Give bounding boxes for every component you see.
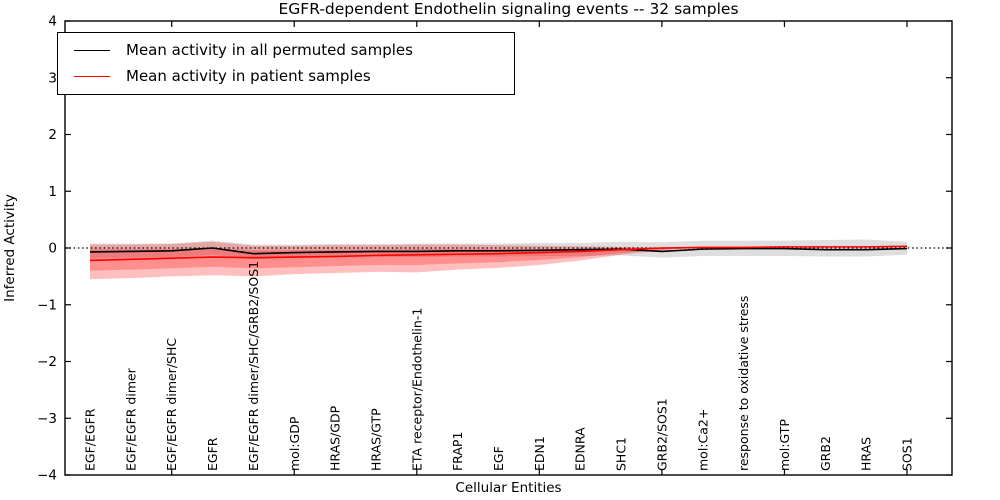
legend: Mean activity in all permuted samples Me…	[57, 32, 515, 95]
x-category-label: HRAS/GDP	[328, 405, 343, 471]
y-axis-label: Inferred Activity	[2, 194, 18, 302]
x-category-label: EGF/EGFR dimer/SHC/GRB2/SOS1	[246, 261, 261, 471]
y-tick-label: 3	[48, 70, 57, 86]
x-category-label: mol:Ca2+	[695, 409, 710, 471]
x-category-label: response to oxidative stress	[736, 296, 751, 471]
legend-entry-patient: Mean activity in patient samples	[74, 66, 514, 85]
x-category-label: GRB2/SOS1	[654, 398, 669, 471]
x-category-label: ETA receptor/Endothelin-1	[409, 308, 424, 471]
y-tick-label: 4	[48, 14, 57, 30]
band-permuted-samples-spread	[90, 239, 907, 260]
x-axis-label: Cellular Entities	[455, 480, 562, 496]
x-category-label: EDNRA	[573, 427, 588, 471]
x-category-label: EGF	[491, 446, 506, 471]
x-category-label: FRAP1	[450, 432, 465, 471]
x-category-label: GRB2	[818, 436, 833, 471]
x-category-label: SHC1	[614, 437, 629, 471]
x-category-label: HRAS/GTP	[368, 408, 383, 471]
legend-entry-permuted: Mean activity in all permuted samples	[74, 43, 514, 58]
y-tick-label: 1	[48, 184, 57, 200]
y-tick-label: −4	[37, 468, 57, 484]
series-line-permuted	[89, 247, 908, 255]
x-category-label: mol:GTP	[777, 419, 792, 471]
legend-label-permuted: Mean activity in all permuted samples	[126, 41, 413, 60]
x-category-label: EGFR	[205, 437, 220, 471]
legend-line-sample-patient	[74, 75, 110, 77]
chart-title: EGFR-dependent Endothelin signaling even…	[278, 0, 739, 18]
series-line-patient	[89, 245, 908, 262]
x-category-label: EGF/EGFR	[83, 408, 98, 471]
y-tick-label: 0	[48, 241, 57, 257]
x-category-label: HRAS	[859, 437, 874, 471]
legend-label-patient: Mean activity in patient samples	[126, 66, 371, 85]
band-patient-samples-spread-outer	[90, 241, 907, 280]
legend-line-sample-permuted	[74, 50, 110, 52]
y-tick-label: −1	[37, 297, 57, 313]
y-tick-label: 2	[48, 127, 57, 143]
x-category-label: mol:GDP	[287, 416, 302, 471]
x-category-label: EGF/EGFR dimer	[123, 367, 138, 471]
x-category-label: EDN1	[532, 436, 547, 471]
x-category-label: EGF/EGFR dimer/SHC	[164, 338, 179, 471]
y-tick-label: −2	[37, 354, 57, 370]
x-category-label: SOS1	[900, 437, 915, 471]
y-tick-label: −3	[37, 411, 57, 427]
